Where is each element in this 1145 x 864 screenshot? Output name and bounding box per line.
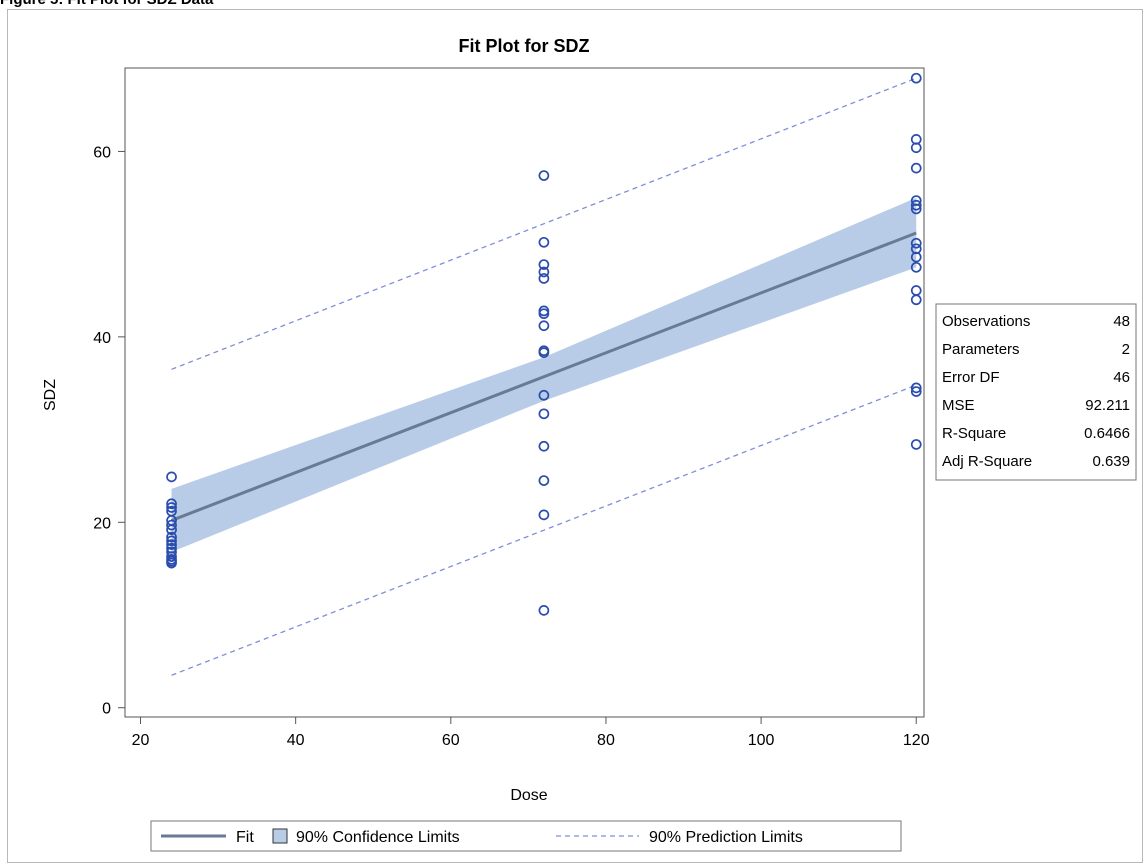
legend-fit-label: Fit bbox=[236, 829, 254, 846]
data-point bbox=[538, 389, 550, 401]
data-point bbox=[538, 273, 550, 284]
data-point bbox=[910, 261, 922, 273]
stats-table-box bbox=[935, 303, 1137, 481]
stats-value: 46 bbox=[1113, 369, 1130, 386]
data-point bbox=[538, 347, 550, 358]
y-tick-label: 0 bbox=[102, 701, 111, 718]
data-point bbox=[166, 535, 177, 547]
fit-line-layer bbox=[171, 231, 917, 522]
legend-band-label: 90% Confidence Limits bbox=[296, 829, 460, 846]
data-point bbox=[538, 236, 550, 248]
fit-line bbox=[171, 231, 917, 522]
data-point bbox=[538, 475, 550, 486]
stats-label: MSE bbox=[942, 397, 975, 414]
data-point bbox=[910, 285, 922, 296]
stats-value: 48 bbox=[1113, 313, 1130, 330]
data-point bbox=[910, 199, 922, 211]
data-point bbox=[166, 498, 177, 510]
data-point bbox=[538, 408, 550, 420]
stats-value: 2 bbox=[1122, 341, 1130, 358]
data-point bbox=[910, 72, 922, 84]
axes-layer: 20 40 60 80 100 120 0 20 40 60 bbox=[93, 144, 929, 749]
y-tick-label: 20 bbox=[93, 515, 111, 532]
figure-frame: Fit Plot for SDZ 20 40 60 80 100 120 0 20 40 60 D… bbox=[7, 9, 1143, 863]
data-point bbox=[166, 539, 177, 550]
x-tick-label: 40 bbox=[287, 732, 305, 749]
x-tick-label: 120 bbox=[903, 732, 930, 749]
y-tick-label: 60 bbox=[93, 144, 111, 161]
data-point bbox=[538, 320, 550, 332]
data-point bbox=[910, 386, 922, 397]
x-axis-label: Dose bbox=[510, 787, 547, 804]
x-tick-label: 20 bbox=[132, 732, 150, 749]
legend-prediction-label: 90% Prediction Limits bbox=[649, 829, 803, 846]
data-point bbox=[166, 531, 177, 543]
stats-value: 92.211 bbox=[1085, 397, 1130, 414]
prediction-limit-upper bbox=[171, 77, 917, 370]
data-point bbox=[538, 440, 550, 452]
stats-label: Error DF bbox=[942, 369, 1000, 386]
data-point bbox=[538, 308, 550, 320]
stats-label: Parameters bbox=[942, 341, 1020, 358]
legend: Fit 90% Confidence Limits 90% Prediction L… bbox=[150, 820, 902, 852]
data-point bbox=[166, 519, 177, 531]
data-point bbox=[166, 524, 177, 536]
data-point bbox=[910, 382, 922, 394]
data-point bbox=[910, 203, 922, 215]
data-point bbox=[166, 502, 177, 513]
fit-statistics-table: Observations 48 Parameters 2 Error DF 46 MSE 92… bbox=[935, 303, 1137, 481]
data-point bbox=[910, 142, 922, 154]
stats-value: 0.6466 bbox=[1084, 425, 1130, 442]
data-point bbox=[538, 259, 550, 270]
stats-value: 0.639 bbox=[1092, 453, 1130, 470]
legend-band-swatch bbox=[272, 828, 288, 844]
confidence-band-layer bbox=[171, 197, 917, 552]
data-point bbox=[910, 294, 922, 306]
prediction-limits-layer bbox=[171, 77, 917, 676]
data-point bbox=[538, 170, 550, 181]
y-axis-label: SDZ bbox=[42, 379, 59, 411]
data-point bbox=[910, 439, 922, 450]
confidence-band bbox=[171, 197, 917, 552]
x-tick-label: 60 bbox=[442, 732, 460, 749]
stats-label: R-Square bbox=[942, 425, 1006, 442]
data-point bbox=[166, 471, 177, 483]
plot-area-frame bbox=[124, 67, 925, 718]
observation-points-layer bbox=[166, 72, 922, 616]
data-point bbox=[538, 509, 550, 521]
chart-title: Fit Plot for SDZ bbox=[459, 36, 590, 56]
fit-plot-chart: Fit Plot for SDZ 20 40 60 80 100 120 0 20 40 60 D… bbox=[42, 36, 1137, 852]
y-tick-label: 40 bbox=[93, 330, 111, 347]
stats-label: Adj R-Square bbox=[942, 453, 1032, 470]
data-point bbox=[166, 557, 177, 569]
x-tick-label: 100 bbox=[748, 732, 775, 749]
data-point bbox=[910, 162, 922, 174]
data-point bbox=[538, 605, 550, 616]
x-tick-label: 80 bbox=[597, 732, 615, 749]
data-point bbox=[538, 266, 550, 278]
figure-caption: Figure 5: Fit Plot for SDZ Data bbox=[0, 0, 213, 8]
prediction-limit-lower bbox=[171, 384, 917, 676]
data-point bbox=[910, 251, 922, 263]
data-point bbox=[910, 237, 922, 249]
stats-label: Observations bbox=[942, 313, 1030, 330]
